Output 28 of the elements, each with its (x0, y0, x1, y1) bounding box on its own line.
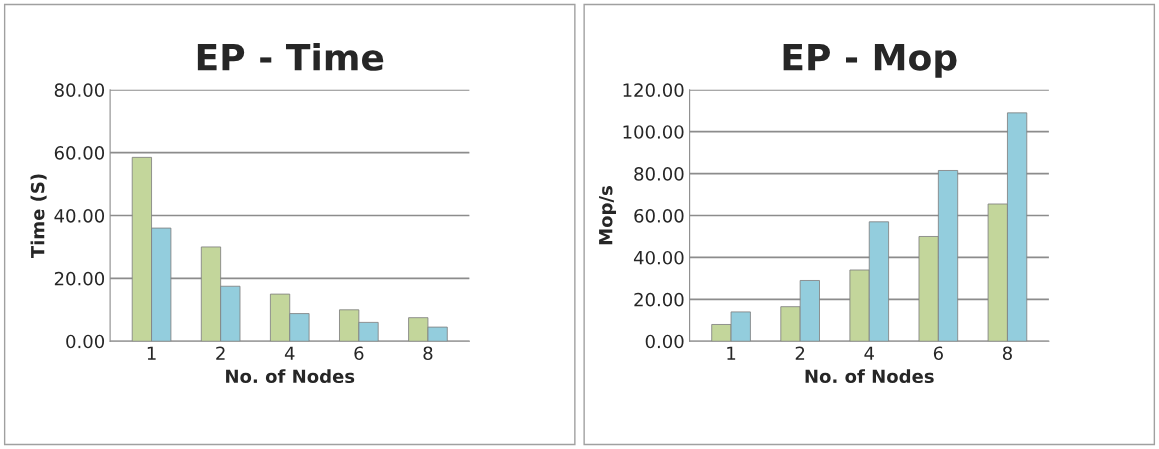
y-tick-label: 80.00 (634, 167, 684, 181)
y-tick-label: 100.00 (623, 125, 684, 139)
x-tick-label: 6 (354, 346, 364, 361)
y-axis-title: Time (S) (30, 174, 47, 259)
y-tick-label: 0.00 (645, 334, 684, 349)
y-axis-title: Mop/s (599, 186, 617, 245)
y-tick-label: 20.00 (54, 271, 105, 286)
y-tick-label: 20.00 (634, 292, 684, 307)
y-tick-label: 40.00 (54, 208, 105, 223)
x-tick-label: 8 (1002, 346, 1012, 361)
x-tick-label: 2 (216, 346, 225, 360)
chart-title: EP - Time (197, 42, 384, 71)
y-tick-label: 40.00 (633, 250, 684, 265)
y-tick-label: 120.00 (623, 83, 684, 97)
x-tick-label: 2 (795, 346, 805, 360)
x-tick-label: 1 (727, 346, 736, 360)
y-tick-label: 80.00 (54, 83, 105, 97)
x-tick-label: 4 (864, 346, 874, 360)
y-tick-label: 0.00 (66, 334, 105, 349)
x-axis-title: No. of Nodes (805, 369, 934, 384)
x-tick-label: 1 (147, 346, 156, 360)
y-tick-label: 60.00 (54, 146, 105, 160)
x-axis-title: No. of Nodes (226, 369, 355, 384)
y-tick-label: 60.00 (634, 208, 684, 223)
chart-title: EP - Mop (783, 44, 957, 78)
x-tick-label: 8 (423, 346, 433, 361)
x-tick-label: 6 (933, 346, 943, 361)
x-tick-label: 4 (284, 346, 295, 360)
